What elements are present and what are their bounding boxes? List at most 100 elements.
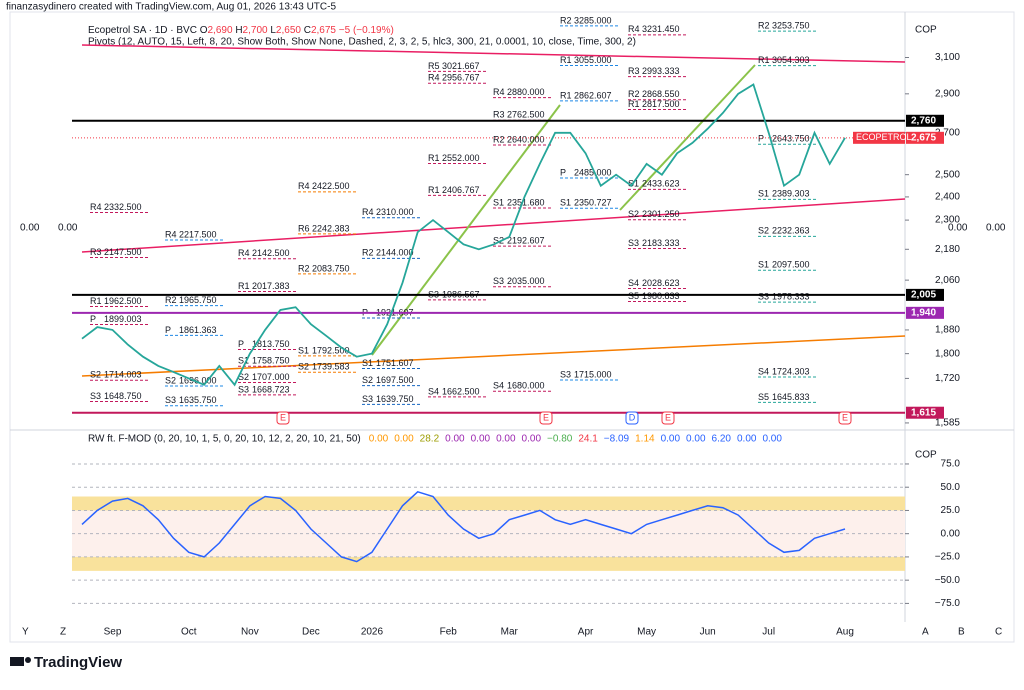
readout: 24.1 <box>578 434 598 445</box>
readout: −0.80 <box>547 434 573 445</box>
y-tick-label: −50.0 <box>935 575 961 586</box>
pivot-value: 1668.723 <box>252 384 290 394</box>
price-label: 2,760 <box>911 115 936 126</box>
y-tick-label: 75.0 <box>941 459 961 470</box>
pivot-name: P <box>758 134 764 144</box>
y-tick-label: 2,900 <box>935 88 960 99</box>
pivot-value: 2310.000 <box>376 207 414 217</box>
pivot-name: R1 <box>560 90 572 100</box>
pivot-name: R4 <box>493 87 505 97</box>
axis-button[interactable]: C <box>995 627 1002 638</box>
pivot-name: R1 <box>428 185 440 195</box>
x-tick-label: Aug <box>836 627 854 638</box>
pivot-value: 1648.750 <box>104 391 142 401</box>
pivot-value: 1739.583 <box>312 362 350 372</box>
pivot-value: 2993.333 <box>642 66 680 76</box>
indicator-title: RW ft. F-MOD (0, 20, 10, 1, 5, 0, 20, 10… <box>88 434 361 445</box>
x-tick-label: Dec <box>302 627 320 638</box>
pivot-name: S3 <box>165 395 176 405</box>
pivot-value: 2862.607 <box>574 90 612 100</box>
credit: finanzasydinero created with TradingView… <box>6 2 336 13</box>
pivot-value: 1962.500 <box>104 296 142 306</box>
event-label: E <box>842 412 848 422</box>
ohlc-label: H <box>235 25 242 36</box>
x-tick-label: 2026 <box>361 627 384 638</box>
price-label-box <box>906 114 944 127</box>
pivot-value: 1639.750 <box>376 394 414 404</box>
zone <box>72 556 905 571</box>
pivot-name: S5 <box>758 392 769 402</box>
pivot-value: 2017.383 <box>252 281 290 291</box>
x-tick-label: Feb <box>440 627 458 638</box>
pivot-name: R5 <box>428 61 440 71</box>
price-label: 1,615 <box>911 407 936 418</box>
pivot-name: R4 <box>362 207 374 217</box>
axis-button[interactable]: Z <box>60 627 66 638</box>
side-label: 0.00 <box>986 223 1006 234</box>
pivot-name: S4 <box>628 278 639 288</box>
y-tick-label: −25.0 <box>935 552 961 563</box>
x-tick-label: May <box>637 627 656 638</box>
pivot-value: 1724.303 <box>772 366 810 376</box>
y-tick-label: 2,500 <box>935 169 960 180</box>
pivot-name: S2 <box>165 375 176 385</box>
pivot-name: P <box>165 325 171 335</box>
price-label: 2,005 <box>911 290 936 301</box>
readout: 1.14 <box>635 434 655 445</box>
pivot-name: R2 <box>560 15 572 25</box>
x-tick-label: Mar <box>501 627 519 638</box>
readout: 0.00 <box>737 434 757 445</box>
axis-button[interactable]: A <box>922 627 929 638</box>
axis-button[interactable]: Y <box>22 627 29 638</box>
symbol-label-box <box>853 131 905 144</box>
pivot-value: 2232.363 <box>772 226 810 236</box>
pivot-name: S1 <box>560 198 571 208</box>
x-tick-label: Nov <box>241 627 259 638</box>
zone <box>72 496 905 511</box>
pivot-name: S1 <box>362 358 373 368</box>
symbol: Ecopetrol SA · 1D · BVC <box>88 25 197 36</box>
trend-line <box>81 335 906 377</box>
y-tick-label: 0.00 <box>941 528 961 539</box>
pivot-value: 1662.500 <box>442 386 480 396</box>
pivot-value: 2242.383 <box>312 223 350 233</box>
pivot-value: 1707.000 <box>252 372 290 382</box>
x-tick-label: Oct <box>181 627 197 638</box>
pivot-value: 2350.727 <box>574 198 612 208</box>
pivot-value: 1978.333 <box>772 292 810 302</box>
pivot-name: R4 <box>298 181 310 191</box>
readout: 0.00 <box>522 434 542 445</box>
pivot-value: 1645.833 <box>772 392 810 402</box>
pivot-value: 2183.333 <box>642 238 680 248</box>
pivot-name: R4 <box>238 248 250 258</box>
pivot-value: 2147.500 <box>104 247 142 257</box>
pivot-name: S4 <box>428 386 439 396</box>
readout: 0.00 <box>661 434 681 445</box>
y-tick-label: 3,100 <box>935 52 960 63</box>
pivot-name: S2 <box>493 236 504 246</box>
pivot-value: 2422.500 <box>312 181 350 191</box>
legend: Ecopetrol SA · 1D · BVC O2,690 H2,700 L2… <box>88 25 394 36</box>
pivot-value: 2217.500 <box>179 229 217 239</box>
axis-button[interactable]: B <box>958 627 965 638</box>
pivot-name: R2 <box>758 20 770 30</box>
pivot-name: R3 <box>628 66 640 76</box>
pivot-name: S2 <box>758 226 769 236</box>
ohlc-label: C <box>304 25 311 36</box>
pivot-value: 1792.500 <box>312 345 350 355</box>
y-tick-label: 2,060 <box>935 275 960 286</box>
y-tick-label: 2,700 <box>935 127 960 138</box>
ohlc-value: 2,690 <box>208 25 233 36</box>
x-tick-label: Sep <box>104 627 122 638</box>
readout: 0.00 <box>686 434 706 445</box>
pivot-value: 2389.303 <box>772 189 810 199</box>
pivot-value: 3055.000 <box>574 55 612 65</box>
readout: 0.00 <box>394 434 414 445</box>
pivot-value: 1965.750 <box>179 295 217 305</box>
y-tick-label: 2,180 <box>935 244 960 255</box>
side-label: 0.00 <box>20 223 40 234</box>
pivot-name: R4 <box>90 202 102 212</box>
pivot-value: 2332.500 <box>104 202 142 212</box>
